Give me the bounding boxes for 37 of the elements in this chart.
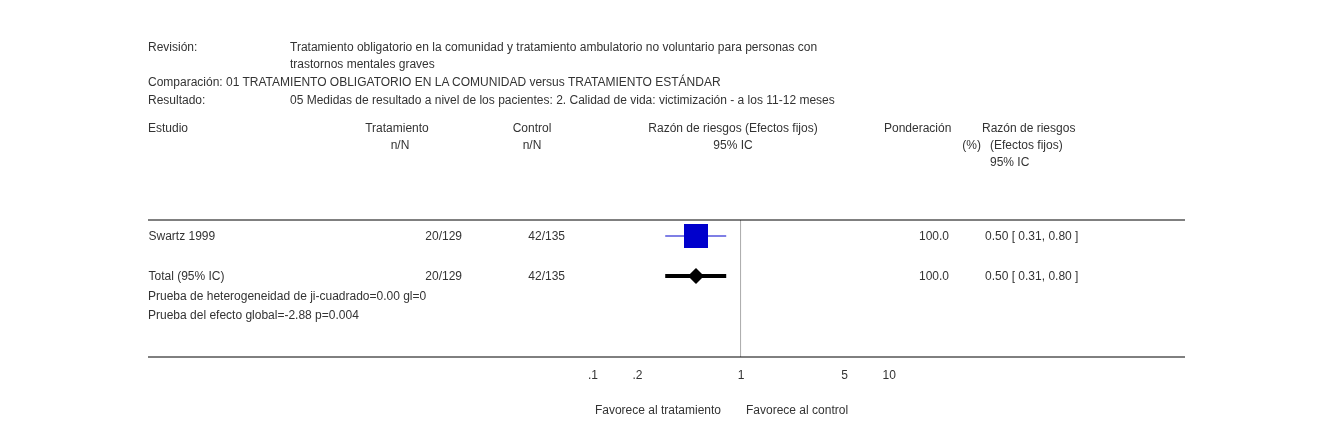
text: Revisión: — [148, 40, 198, 54]
text: Razón de riesgos — [982, 121, 1076, 135]
text: 95% IC — [713, 138, 754, 152]
text: n/N — [390, 138, 410, 152]
text: Razón de riesgos (Efectos fijos) — [648, 121, 818, 135]
x-tick-label: .1 — [587, 367, 599, 382]
annotation: 20/129 — [425, 269, 463, 283]
annotation: 100.0 — [918, 269, 950, 283]
text: Ponderación — [884, 121, 952, 135]
annotation: 100.0 — [918, 229, 950, 243]
text: n/N — [522, 138, 542, 152]
text: Tratamiento — [365, 121, 430, 135]
text: Control — [512, 121, 552, 135]
x-tick-label: 1 — [737, 367, 745, 382]
text: Comparación: 01 TRATAMIENTO OBLIGATORIO EN LA COMUNIDAD versus TRATAMIENTO ESTÁNDAR — [148, 74, 721, 89]
text: (%) — [962, 138, 981, 152]
annotation: 42/135 — [528, 229, 566, 243]
text: 05 Medidas de resultado a nivel de los pacientes: 2. Calidad de vida: victimización - a los 11-12 meses — [290, 93, 835, 107]
x-tick-label: 10 — [882, 367, 897, 382]
text: Estudio — [148, 121, 189, 135]
text: Resultado: — [148, 93, 206, 107]
text: Favorece al tratamiento — [594, 403, 722, 417]
text: Favorece al control — [746, 403, 849, 417]
annotation: Prueba del efecto global=-2.88 p=0.004 — [148, 308, 360, 322]
x-tick-label: .2 — [632, 367, 643, 382]
text: trastornos mentales graves — [290, 57, 435, 71]
y-tick-label: Total (95% IC) — [148, 269, 225, 283]
annotation: 0.50 [ 0.31, 0.80 ] — [985, 229, 1079, 243]
annotation: Prueba de heterogeneidad de ji-cuadrado=0.00 gl=0 — [148, 289, 427, 303]
x-tick-label: 5 — [841, 367, 849, 382]
annotation: 42/135 — [528, 269, 566, 283]
text: (Efectos fijos) — [990, 138, 1063, 152]
text: 95% IC — [990, 155, 1030, 169]
annotation: 20/129 — [425, 229, 463, 243]
y-tick-label: Swartz 1999 — [148, 229, 216, 243]
text: Tratamiento obligatorio en la comunidad y tratamiento ambulatorio no voluntario para personas con — [290, 40, 818, 54]
annotation: 0.50 [ 0.31, 0.80 ] — [985, 269, 1079, 283]
